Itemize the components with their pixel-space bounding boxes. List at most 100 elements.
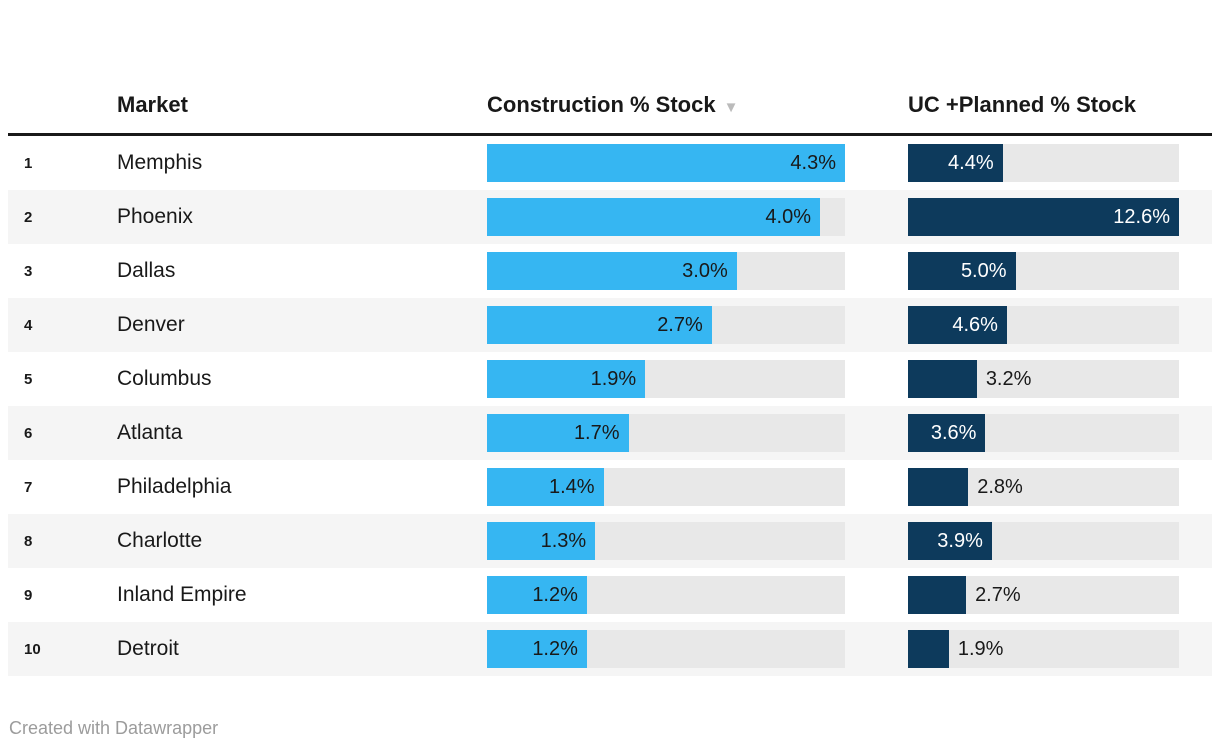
table-row: 4 Denver 2.7% 4.6% [8,298,1212,352]
market-name: Memphis [117,151,203,174]
row-rank: 5 [24,370,33,388]
uc-planned-bar [908,630,949,668]
uc-planned-cell: 2.7% [908,576,1179,614]
construction-cell: 4.3% [487,144,845,182]
column-header-market[interactable]: Market [117,91,487,134]
uc-planned-value-label: 4.6% [952,313,998,336]
row-rank: 10 [24,640,41,658]
row-rank: 8 [24,532,33,550]
uc-planned-value-label: 5.0% [960,259,1007,282]
uc-planned-bar-track: 1.9% [908,630,1179,668]
construction-bar-track: 1.2% [487,630,845,668]
table-row: 1 Memphis 4.3% 4.4% [8,136,1212,190]
uc-planned-cell: 12.6% [908,198,1179,236]
row-rank: 7 [24,478,33,496]
uc-planned-value-label-outside: 3.2% [985,368,1032,390]
uc-planned-bar: 3.9% [908,522,992,560]
construction-cell: 1.9% [487,360,845,398]
construction-bar: 1.2% [487,630,587,668]
datawrapper-attribution[interactable]: Created with Datawrapper [9,718,219,738]
uc-planned-bar: 3.6% [908,414,986,452]
table-row: 9 Inland Empire 1.2% 2.7% [8,568,1212,622]
construction-value-label: 4.3% [790,151,836,174]
uc-planned-bar-track: 2.8% [908,468,1179,506]
uc-planned-cell: 3.9% [908,522,1179,560]
construction-bar: 4.3% [487,144,845,182]
table-row: 3 Dallas 3.0% 5.0% [8,244,1212,298]
market-name: Dallas [117,259,176,282]
construction-bar-track: 2.7% [487,306,845,344]
construction-value-label: 1.4% [548,475,595,498]
market-name: Detroit [117,637,179,660]
table-row: 5 Columbus 1.9% 3.2% [8,352,1212,406]
uc-planned-cell: 3.6% [908,414,1179,452]
uc-planned-bar: 12.6% [908,198,1179,236]
column-header-construction[interactable]: Construction % Stock ▼ [487,91,908,134]
construction-cell: 1.3% [487,522,845,560]
uc-planned-cell: 2.8% [908,468,1179,506]
header-divider [8,133,1212,136]
uc-planned-bar: 4.4% [908,144,1003,182]
construction-bar-track: 4.0% [487,198,845,236]
uc-planned-bar [908,576,967,614]
market-name: Denver [117,313,185,336]
row-rank: 1 [24,154,33,172]
market-name: Inland Empire [117,583,247,606]
column-header-construction-label: Construction % Stock [487,91,716,117]
uc-planned-value-label-outside: 2.8% [977,476,1023,498]
uc-planned-cell: 3.2% [908,360,1179,398]
market-name: Philadelphia [117,475,232,498]
construction-bar-track: 1.7% [487,414,845,452]
construction-bar: 3.0% [487,252,737,290]
construction-cell: 3.0% [487,252,845,290]
construction-cell: 1.2% [487,576,845,614]
uc-planned-bar-track: 2.7% [908,576,1179,614]
uc-planned-bar-track: 3.2% [908,360,1179,398]
table-row: 2 Phoenix 4.0% 12.6% [8,190,1212,244]
uc-planned-bar: 5.0% [908,252,1016,290]
construction-bar: 1.4% [487,468,604,506]
uc-planned-bar-track: 4.6% [908,306,1179,344]
column-header-market-label: Market [117,91,188,117]
construction-value-label: 2.7% [657,313,703,336]
row-rank: 2 [24,208,33,226]
construction-bar: 1.2% [487,576,587,614]
row-rank: 6 [24,424,33,442]
uc-planned-bar [908,468,969,506]
market-name: Atlanta [117,421,183,444]
uc-planned-value-label: 12.6% [1113,205,1170,228]
sort-desc-icon: ▼ [723,98,739,116]
construction-bar-track: 1.3% [487,522,845,560]
construction-bar-track: 1.4% [487,468,845,506]
uc-planned-bar-track: 12.6% [908,198,1179,236]
construction-bar-track: 1.9% [487,360,845,398]
uc-planned-value-label-outside: 1.9% [957,638,1004,660]
uc-planned-bar-track: 4.4% [908,144,1179,182]
construction-value-label: 1.3% [540,529,587,552]
row-rank: 3 [24,262,33,280]
uc-planned-bar-track: 5.0% [908,252,1179,290]
construction-bar: 1.9% [487,360,646,398]
column-header-uc-planned[interactable]: UC +Planned % Stock [908,91,1212,134]
uc-planned-bar-track: 3.6% [908,414,1179,452]
table-row: 10 Detroit 1.2% 1.9% [8,622,1212,676]
uc-planned-bar [908,360,977,398]
uc-planned-cell: 5.0% [908,252,1179,290]
uc-planned-cell: 4.6% [908,306,1179,344]
construction-cell: 1.2% [487,630,845,668]
uc-planned-value-label: 4.4% [948,151,994,174]
construction-bar: 1.3% [487,522,596,560]
construction-cell: 1.4% [487,468,845,506]
construction-bar: 4.0% [487,198,821,236]
market-name: Phoenix [117,205,193,228]
uc-planned-bar-track: 3.9% [908,522,1179,560]
market-name: Columbus [117,367,212,390]
construction-value-label: 1.2% [532,583,578,606]
construction-value-label: 1.7% [573,421,620,444]
construction-bar: 1.7% [487,414,629,452]
construction-cell: 1.7% [487,414,845,452]
table-row: 8 Charlotte 1.3% 3.9% [8,514,1212,568]
construction-bar-track: 3.0% [487,252,845,290]
row-rank: 4 [24,316,33,334]
